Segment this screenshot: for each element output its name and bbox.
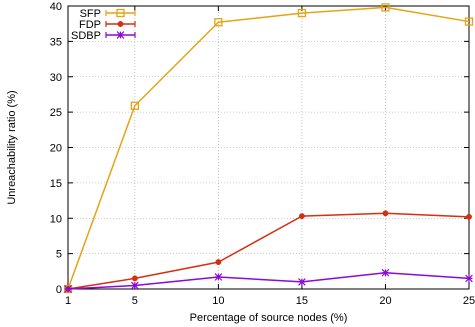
legend-label-sfp: SFP: [80, 8, 101, 20]
series-line-fdp: [67, 212, 470, 290]
grid-lines: [68, 6, 469, 289]
data-point-sdbp: [64, 285, 72, 293]
data-point-fdp: [382, 210, 389, 217]
series-line-sdbp: [67, 271, 470, 290]
series-sfp: [63, 3, 474, 294]
legend-label-fdp: FDP: [79, 19, 101, 31]
y-tick-label: 30: [50, 72, 62, 84]
data-point-sdbp: [214, 273, 223, 281]
y-tick-label: 40: [50, 1, 62, 13]
y-tick-label: 10: [50, 213, 62, 225]
y-tick-label: 5: [56, 249, 62, 261]
x-tick-label: 5: [132, 295, 138, 307]
y-tick-label: 20: [50, 143, 62, 155]
data-point-sdbp: [298, 278, 306, 286]
data-point-fdp: [298, 213, 305, 220]
legend-marker-fdp: [117, 21, 124, 27]
x-tick-label: 1: [65, 295, 71, 307]
x-tick-label: 20: [379, 295, 391, 307]
data-point-sfp: [464, 17, 474, 26]
y-tick-label: 15: [50, 178, 62, 190]
data-point-fdp: [466, 213, 472, 220]
data-point-sfp: [130, 101, 139, 110]
y-axis-title: Unreachability ratio (%): [6, 90, 18, 204]
data-point-fdp: [215, 259, 222, 266]
x-tick-label: 25: [463, 295, 475, 307]
x-tick-label: 10: [212, 295, 224, 307]
y-tick-label: 0: [56, 284, 62, 296]
y-tick-label: 25: [50, 107, 62, 119]
y-tick-label: 35: [50, 36, 62, 48]
data-point-sdbp: [465, 274, 473, 283]
x-tick-label: 15: [296, 295, 308, 307]
legend-marker-sdbp: [116, 31, 125, 39]
x-axis-title: Percentage of source nodes (%): [190, 312, 348, 324]
legend-marker-sfp: [116, 8, 125, 18]
data-point-fdp: [131, 275, 138, 282]
data-point-sfp: [214, 18, 223, 27]
data-point-sdbp: [381, 268, 390, 277]
legend-label-sdbp: SDBP: [71, 30, 101, 42]
series-sdbp: [64, 268, 473, 293]
series-line-sfp: [67, 6, 470, 290]
data-point-sdbp: [131, 281, 139, 290]
data-point-sfp: [381, 3, 390, 12]
series-lines: [63, 3, 474, 294]
data-point-sfp: [297, 8, 307, 18]
